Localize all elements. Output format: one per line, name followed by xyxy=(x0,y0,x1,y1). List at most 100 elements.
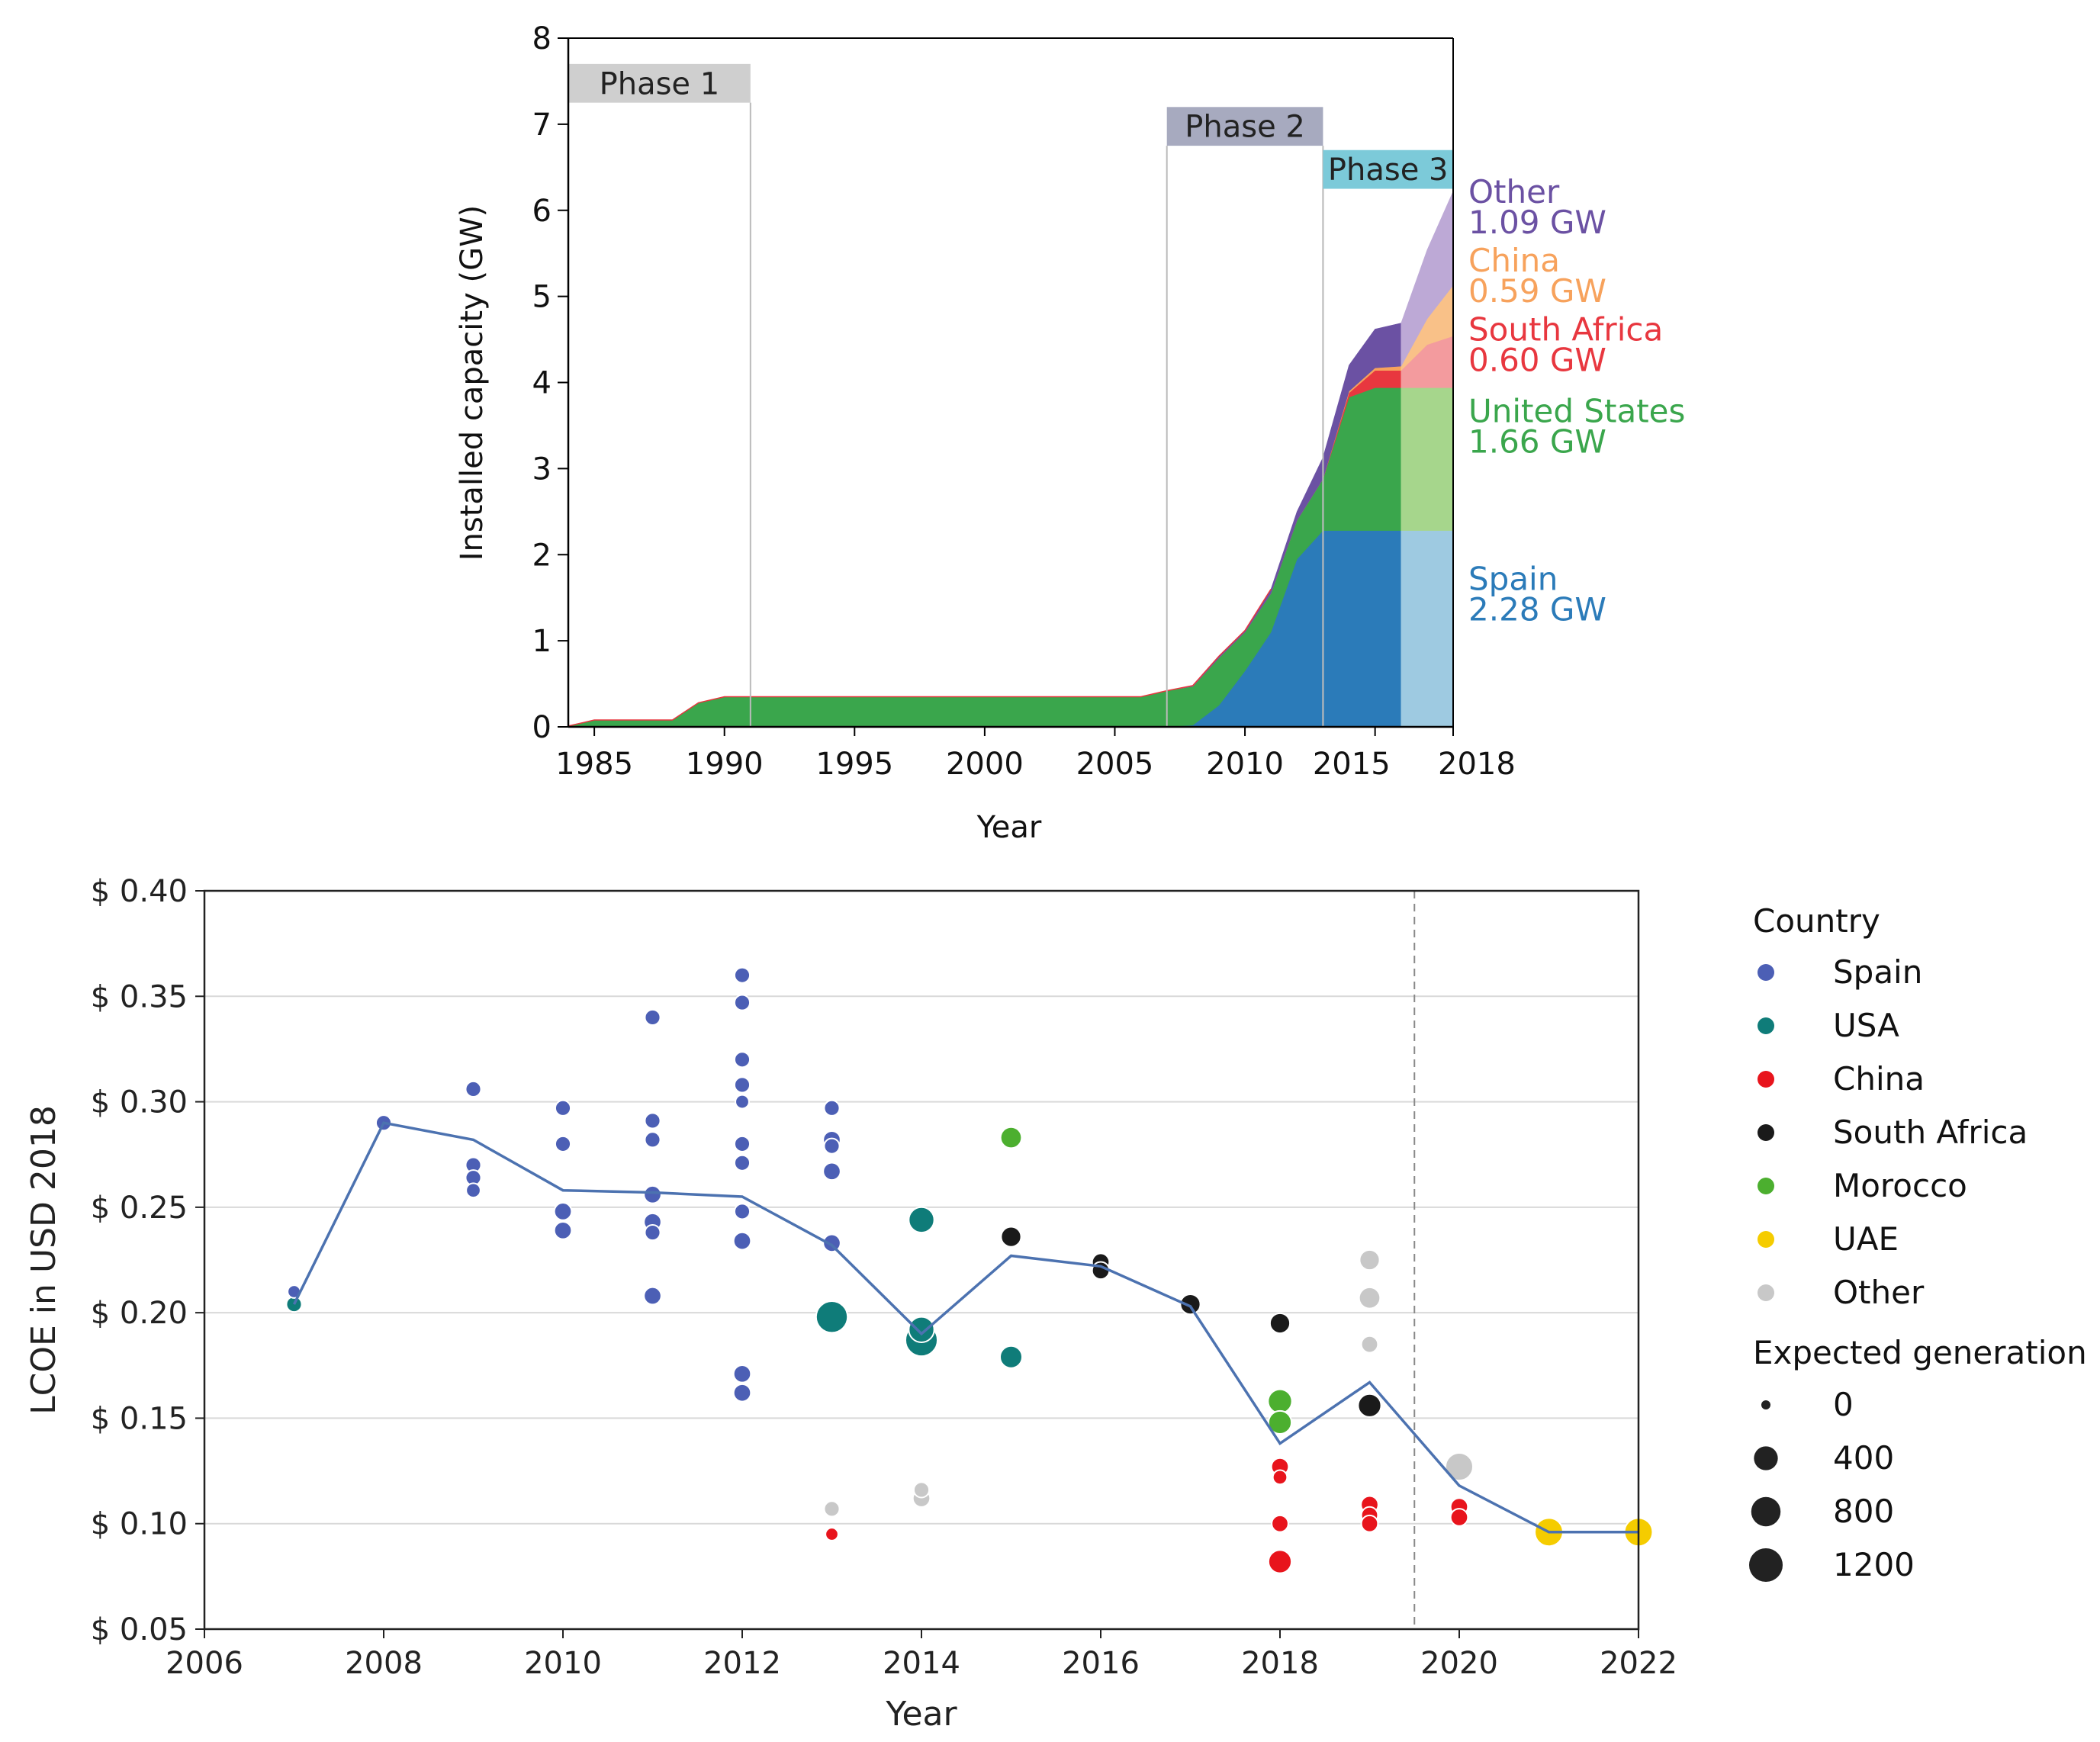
bottom-x-tick-label: 2010 xyxy=(524,1646,602,1681)
bottom-plot-frame xyxy=(203,889,1640,1631)
legend-label-other: Other xyxy=(1833,1274,1925,1311)
bottom-x-tick-label: 2012 xyxy=(703,1646,781,1681)
legend-swatch-other xyxy=(1758,1284,1774,1301)
bottom-y-tick-label: $ 0.25 xyxy=(91,1191,188,1226)
top-y-tick-label: 1 xyxy=(532,624,552,659)
phase-1-band xyxy=(568,63,751,103)
point-spain xyxy=(644,1112,661,1130)
scatter-points xyxy=(285,966,1654,1574)
area-projection-united-states xyxy=(1401,387,1454,531)
legend-label-uae: UAE xyxy=(1833,1220,1899,1258)
point-china xyxy=(1272,1469,1288,1486)
bottom-x-tick-label: 2014 xyxy=(883,1646,960,1681)
top-x-tick-label: 2018 xyxy=(1438,747,1516,782)
legend-swatch-spain xyxy=(1758,964,1774,981)
bottom-x-axis-title: Year xyxy=(885,1695,957,1734)
label-other-name: Other xyxy=(1468,173,1560,211)
top-tick-labels: 0 1 2 3 4 5 6 7 8 1985 1990 1995 2000 2005 2010 2015 201… xyxy=(532,21,1516,782)
point-spain xyxy=(554,1099,572,1117)
point-spain xyxy=(465,1080,482,1098)
legend: Country Expected generation Spain USA Chin… xyxy=(1749,902,2087,1583)
legend-label-spain: Spain xyxy=(1833,953,1922,991)
point-usa xyxy=(815,1300,849,1334)
bottom-y-tick-label: $ 0.35 xyxy=(91,979,188,1014)
point-spain xyxy=(554,1135,572,1152)
legend-size-swatch xyxy=(1761,1400,1770,1409)
point-other xyxy=(1360,1335,1379,1354)
point-spain xyxy=(823,1137,841,1155)
legend-swatch-uae xyxy=(1758,1231,1774,1248)
legend-size-swatch xyxy=(1751,1496,1781,1527)
top-x-tick-label: 1985 xyxy=(555,747,633,782)
point-other xyxy=(912,1481,931,1499)
point-china xyxy=(1271,1514,1289,1533)
top-x-tick-label: 2000 xyxy=(946,747,1024,782)
point-spain xyxy=(644,1131,661,1149)
label-south-africa-value: 0.60 GW xyxy=(1468,341,1606,378)
legend-label-south-africa: South Africa xyxy=(1833,1114,2028,1151)
top-y-tick-label: 6 xyxy=(532,194,552,229)
projection-areas xyxy=(1401,191,1454,728)
lcoe-scatter-chart: $ 0.05 $ 0.10 $ 0.15 $ 0.20 $ 0.25 $ 0.30 $ 0.… xyxy=(24,874,2087,1734)
bottom-y-axis-title: LCOE in USD 2018 xyxy=(24,1105,63,1415)
bottom-x-tick-label: 2020 xyxy=(1420,1646,1498,1681)
bottom-y-tick-label: $ 0.40 xyxy=(91,874,188,909)
top-y-tick-label: 5 xyxy=(532,280,552,315)
top-x-tick-label: 2005 xyxy=(1076,747,1154,782)
installed-capacity-chart: Phase 1 Phase 2 Phase 3 0 1 2 3 4 5 6 7 8 1985 1990 1… xyxy=(455,21,1685,845)
phase-1-label: Phase 1 xyxy=(600,66,720,101)
top-x-axis-title: Year xyxy=(976,810,1042,845)
point-spain xyxy=(644,1223,661,1242)
top-y-tick-label: 0 xyxy=(532,710,552,745)
point-spain xyxy=(822,1233,841,1253)
bottom-y-tick-label: $ 0.30 xyxy=(91,1085,188,1120)
point-other xyxy=(823,1500,841,1518)
point-usa xyxy=(908,1316,935,1343)
point-spain xyxy=(733,1076,751,1094)
top-y-tick-label: 2 xyxy=(532,538,552,573)
point-south-africa xyxy=(1000,1226,1022,1248)
point-spain xyxy=(822,1162,841,1181)
bottom-x-tick-label: 2016 xyxy=(1062,1646,1140,1681)
top-y-axis-title: Installed capacity (GW) xyxy=(455,205,490,561)
point-morocco xyxy=(999,1126,1023,1149)
legend-label-usa: USA xyxy=(1833,1007,1899,1044)
legend-country-title: Country xyxy=(1753,902,1880,940)
point-spain xyxy=(643,1286,662,1306)
label-china-value: 0.59 GW xyxy=(1468,272,1606,310)
bottom-x-tick-label: 2006 xyxy=(166,1646,243,1681)
top-y-tick-label: 7 xyxy=(532,108,552,143)
point-spain xyxy=(733,1135,751,1152)
top-y-tick-label: 8 xyxy=(532,21,552,56)
point-spain xyxy=(732,1231,752,1251)
top-x-tick-label: 2010 xyxy=(1206,747,1284,782)
point-south-africa xyxy=(1357,1393,1382,1418)
bottom-y-tick-label: $ 0.05 xyxy=(91,1612,188,1647)
point-china xyxy=(1449,1508,1469,1527)
top-x-tick-label: 1990 xyxy=(686,747,764,782)
legend-size-label: 800 xyxy=(1833,1493,1894,1530)
area-projection-spain xyxy=(1401,530,1454,728)
point-morocco xyxy=(1267,1409,1293,1435)
point-spain xyxy=(735,1094,750,1110)
point-other xyxy=(1359,1249,1381,1271)
legend-size-label: 0 xyxy=(1833,1386,1854,1423)
legend-size-title: Expected generation xyxy=(1753,1334,2087,1371)
legend-label-morocco: Morocco xyxy=(1833,1167,1967,1204)
phase-2-band xyxy=(1166,107,1323,146)
legend-swatch-usa xyxy=(1758,1017,1774,1034)
top-x-tick-label: 2015 xyxy=(1313,747,1391,782)
point-spain xyxy=(553,1220,573,1240)
point-china xyxy=(1360,1514,1379,1533)
point-spain xyxy=(553,1202,573,1221)
label-united-states-value: 1.66 GW xyxy=(1468,423,1606,461)
phase-2-label: Phase 2 xyxy=(1185,110,1305,145)
bottom-tick-labels: $ 0.05 $ 0.10 $ 0.15 $ 0.20 $ 0.25 $ 0.30 $ 0.… xyxy=(91,874,1677,1681)
phase-3-band xyxy=(1323,149,1453,189)
bottom-x-tick-label: 2008 xyxy=(345,1646,423,1681)
bottom-y-tick-label: $ 0.15 xyxy=(91,1401,188,1436)
legend-size-swatch xyxy=(1749,1548,1783,1582)
mean-trend-line xyxy=(292,1121,1639,1534)
top-x-tick-label: 1995 xyxy=(815,747,893,782)
